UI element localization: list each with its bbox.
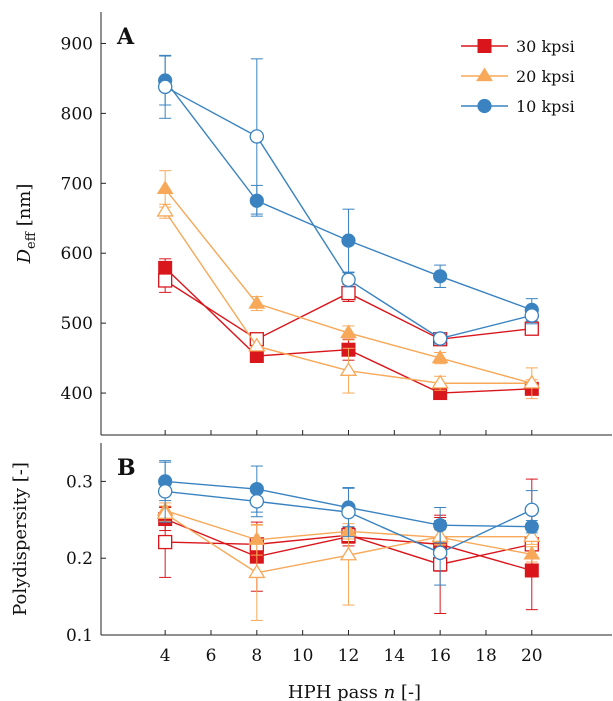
y-axis-title-main: D (14, 248, 35, 264)
data-point (432, 545, 448, 561)
legend-label: 10 kpsi (516, 97, 575, 116)
legend: 30 kpsi 20 kpsi 10 kpsi (461, 37, 575, 116)
data-point (340, 324, 357, 339)
data-point (157, 79, 173, 95)
data-point (158, 273, 173, 288)
data-point (339, 361, 358, 376)
y-tick-label: 0.2 (66, 549, 93, 569)
legend-marker (477, 39, 492, 53)
y-axis-title-sub: eff (24, 230, 39, 249)
series (157, 54, 540, 346)
x-axis-title-var: n (384, 682, 396, 701)
y-tick-label: 900 (61, 34, 93, 54)
y-tick-label: 700 (61, 174, 93, 194)
data-point (249, 494, 265, 509)
series (157, 460, 540, 586)
x-tick-label: 14 (383, 646, 405, 666)
x-tick-label: 8 (251, 646, 262, 666)
y-axis-title: Polydispersity [-] (10, 462, 31, 616)
data-point (524, 502, 540, 518)
y-axis-title: Deff [nm] (14, 184, 39, 265)
x-tick-label: 18 (475, 646, 497, 666)
panel-b: 0.1 0.2 0.3 B Polydispersity [-] (10, 443, 612, 646)
x-tick-label: 4 (160, 646, 171, 666)
data-point (523, 374, 541, 389)
x-tick-label: 20 (521, 646, 543, 666)
y-tick-label: 0.3 (66, 472, 93, 492)
x-axis-title-suffix: [-] (395, 682, 421, 701)
data-point (248, 564, 266, 579)
panel-letter: B (117, 455, 136, 481)
panel-letter: A (116, 24, 135, 50)
x-tick-label: 12 (338, 646, 360, 666)
data-point (249, 129, 265, 144)
x-tick-label: 10 (292, 646, 314, 666)
data-point (432, 331, 448, 346)
y-tick-label: 500 (61, 314, 93, 334)
data-point (156, 180, 174, 195)
data-point (341, 504, 356, 520)
legend-label: 30 kpsi (516, 37, 575, 56)
legend-marker (476, 67, 493, 82)
x-tick-label: 16 (429, 646, 451, 666)
data-point (158, 534, 173, 550)
data-point (431, 349, 449, 364)
data-point (341, 272, 356, 288)
x-axis-title-prefix: HPH pass (288, 682, 384, 701)
data-point (248, 295, 266, 309)
data-point (523, 545, 541, 560)
data-point (156, 202, 174, 217)
panel-a: 400 500 600 700 800 900 A Deff [nm] 30 kpsi 20 kp… (14, 12, 612, 436)
x-axis-title: HPH pass n [-] (288, 682, 421, 701)
data-point (523, 527, 541, 542)
data-point (341, 233, 356, 248)
data-point (431, 374, 449, 389)
data-point (341, 285, 356, 301)
legend-marker (477, 98, 492, 114)
data-point (157, 484, 173, 499)
x-axis: 4 6 8 10 12 14 16 18 20 HPH pass n [-] (160, 646, 543, 701)
data-point (248, 337, 266, 352)
y-tick-label: 600 (61, 244, 93, 264)
series (156, 202, 541, 400)
data-point (524, 308, 540, 323)
y-tick-label: 400 (61, 384, 93, 404)
data-point (339, 546, 358, 561)
y-axis-title-unit: [nm] (14, 184, 35, 232)
y-tick-label: 800 (61, 104, 93, 124)
y-tick-label: 0.1 (66, 626, 93, 646)
legend-label: 20 kpsi (516, 67, 575, 86)
x-tick-label: 6 (206, 646, 217, 666)
data-point (433, 269, 448, 284)
